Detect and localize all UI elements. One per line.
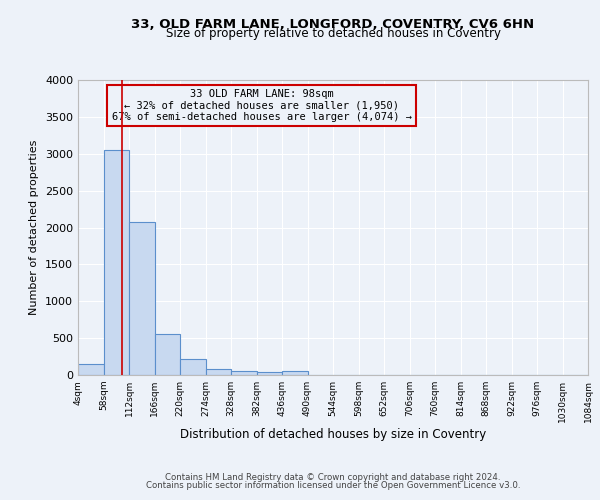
Bar [257, 372, 282, 375]
Bar [206, 369, 231, 375]
Bar [231, 371, 257, 375]
Text: Contains HM Land Registry data © Crown copyright and database right 2024.: Contains HM Land Registry data © Crown c… [165, 472, 501, 482]
Y-axis label: Number of detached properties: Number of detached properties [29, 140, 40, 315]
Bar [78, 364, 104, 375]
Bar [104, 150, 129, 375]
Bar [129, 222, 155, 375]
Bar [180, 359, 205, 375]
Bar [155, 334, 180, 375]
Text: 33, OLD FARM LANE, LONGFORD, COVENTRY, CV6 6HN: 33, OLD FARM LANE, LONGFORD, COVENTRY, C… [131, 18, 535, 30]
Text: Contains public sector information licensed under the Open Government Licence v3: Contains public sector information licen… [146, 482, 520, 490]
Text: 33 OLD FARM LANE: 98sqm
← 32% of detached houses are smaller (1,950)
67% of semi: 33 OLD FARM LANE: 98sqm ← 32% of detache… [112, 89, 412, 122]
Text: Size of property relative to detached houses in Coventry: Size of property relative to detached ho… [166, 28, 500, 40]
Bar [282, 370, 308, 375]
X-axis label: Distribution of detached houses by size in Coventry: Distribution of detached houses by size … [180, 428, 486, 440]
